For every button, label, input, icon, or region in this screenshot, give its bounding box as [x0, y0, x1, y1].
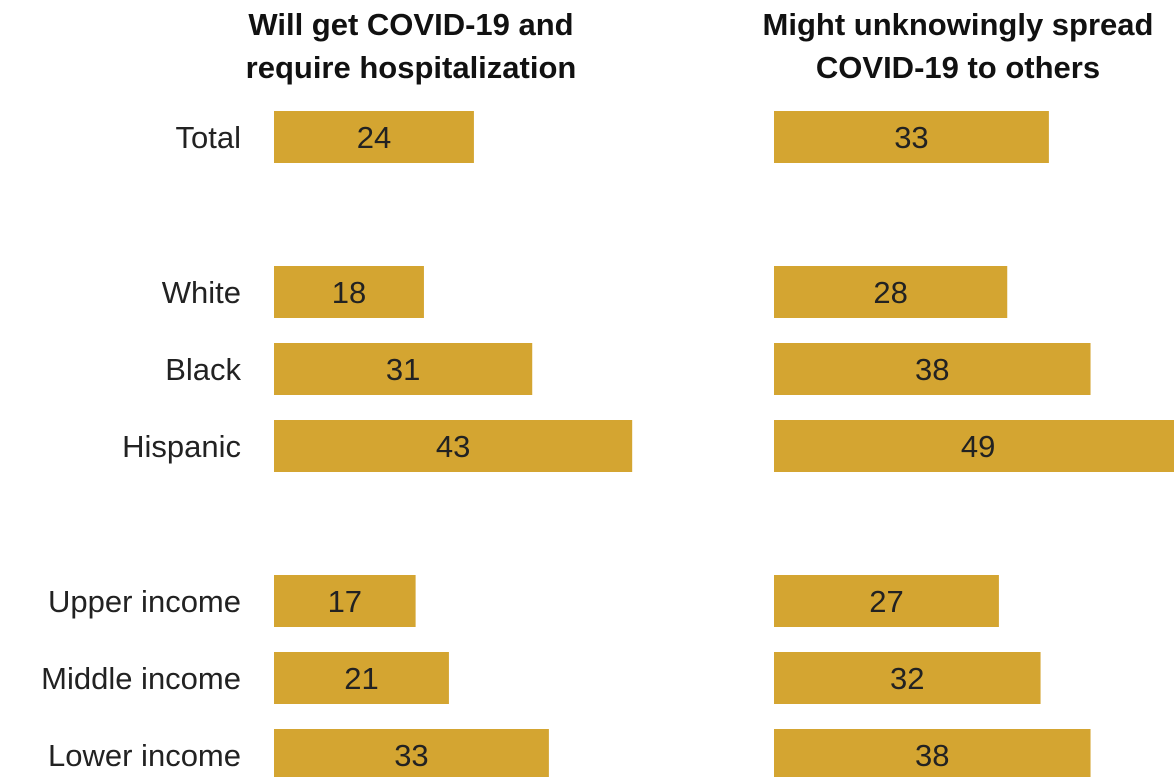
- panel-2-title-line-2: COVID-19 to others: [816, 50, 1100, 85]
- value-label-panel-2-middle-income: 32: [890, 661, 924, 696]
- category-labels: Total White Black Hispanic Upper income Middl…: [41, 120, 241, 773]
- bar-panel-2-hispanic: [774, 420, 1174, 472]
- category-label-lower-income: Lower income: [48, 738, 241, 773]
- value-label-panel-1-black: 31: [386, 352, 420, 387]
- category-label-hispanic: Hispanic: [122, 429, 241, 464]
- value-label-panel-1-white: 18: [332, 275, 366, 310]
- value-label-panel-2-total: 33: [894, 120, 928, 155]
- bar-panel-2-upper-income: [774, 575, 999, 627]
- value-label-panel-1-total: 24: [357, 120, 391, 155]
- bar-panel-2-white: [774, 266, 1008, 318]
- bar-panel-1-upper-income: [274, 575, 416, 627]
- panel-titles: Will get COVID-19 and require hospitaliz…: [246, 7, 1154, 85]
- category-label-upper-income: Upper income: [48, 584, 241, 619]
- value-label-panel-1-upper-income: 17: [328, 584, 362, 619]
- bar-panel-1-black: [274, 343, 533, 395]
- category-label-total: Total: [176, 120, 241, 155]
- category-label-middle-income: Middle income: [41, 661, 241, 696]
- category-label-black: Black: [165, 352, 241, 387]
- bar-panel-1-total: [274, 111, 474, 163]
- bar-panel-1-hispanic: [274, 420, 633, 472]
- panel-1-title-line-2: require hospitalization: [246, 50, 577, 85]
- value-label-panel-2-lower-income: 38: [915, 738, 949, 773]
- bar-panel-2-lower-income: [774, 729, 1091, 777]
- panel-spread: 33 28 38 49 27 32 38: [774, 111, 1174, 777]
- value-label-panel-2-hispanic: 49: [961, 429, 995, 464]
- value-label-panel-1-middle-income: 21: [344, 661, 378, 696]
- category-label-white: White: [162, 275, 241, 310]
- value-label-panel-1-hispanic: 43: [436, 429, 470, 464]
- value-label-panel-2-upper-income: 27: [869, 584, 903, 619]
- bar-panel-1-lower-income: [274, 729, 549, 777]
- value-label-panel-1-lower-income: 33: [394, 738, 428, 773]
- panel-hospitalization: 24 18 31 43 17 21 33: [274, 111, 633, 777]
- panel-2-title-line-1: Might unknowingly spread: [763, 7, 1154, 42]
- value-label-panel-2-black: 38: [915, 352, 949, 387]
- value-label-panel-2-white: 28: [873, 275, 907, 310]
- panel-1-title-line-1: Will get COVID-19 and: [248, 7, 573, 42]
- bar-panel-1-middle-income: [274, 652, 449, 704]
- bar-panel-2-middle-income: [774, 652, 1041, 704]
- bar-panel-2-total: [774, 111, 1049, 163]
- bar-panel-2-black: [774, 343, 1091, 395]
- bar-panel-1-white: [274, 266, 424, 318]
